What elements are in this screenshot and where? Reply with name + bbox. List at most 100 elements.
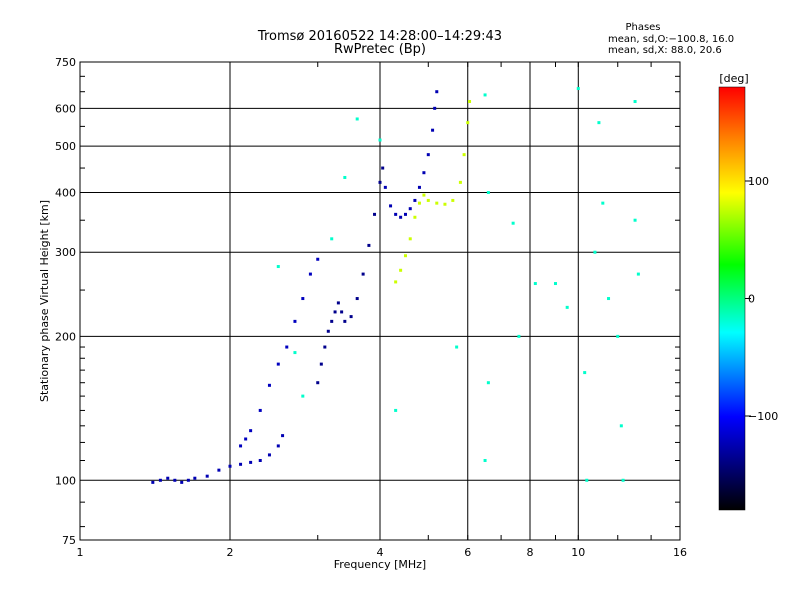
x-tick-label: 16 (673, 546, 687, 559)
data-point (180, 480, 184, 484)
data-point (413, 198, 417, 202)
data-point (378, 180, 382, 184)
data-point (607, 297, 611, 301)
data-point (483, 93, 487, 97)
y-tick-label: 75 (62, 534, 76, 547)
data-point (239, 444, 243, 448)
data-point (258, 458, 262, 462)
data-point (435, 201, 439, 205)
data-point (267, 453, 271, 457)
colorbar-ticks: 100 0 −100 (745, 175, 778, 423)
data-point (468, 100, 472, 104)
data-point (355, 117, 359, 121)
data-point (403, 212, 407, 216)
data-point (403, 254, 407, 258)
data-point (349, 315, 353, 319)
data-point (343, 175, 347, 179)
data-point (267, 383, 271, 387)
data-point (422, 193, 426, 197)
data-point (426, 153, 430, 157)
data-point (158, 478, 162, 482)
data-point (301, 394, 305, 398)
data-point (244, 437, 248, 441)
colorbar-tick-label: −100 (748, 410, 778, 423)
data-point (373, 212, 377, 216)
y-tick-label: 750 (55, 56, 76, 69)
phase-stats-x: mean, sd,X: 88.0, 20.6 (608, 45, 722, 56)
x-tick-label: 10 (571, 546, 585, 559)
chart-title: Tromsø 20160522 14:28:00–14:29:43 (257, 29, 502, 44)
data-point (483, 458, 487, 462)
data-point (336, 301, 340, 305)
x-tick-label: 8 (527, 546, 534, 559)
x-tick-label: 6 (464, 546, 471, 559)
data-point (355, 297, 359, 301)
x-tick-label: 4 (377, 546, 384, 559)
data-point (458, 180, 462, 184)
data-point (422, 171, 426, 175)
data-point (399, 215, 403, 219)
colorbar-label: [deg] (719, 72, 748, 85)
data-point (381, 166, 385, 170)
data-point (293, 319, 297, 323)
data-point (249, 460, 253, 464)
data-point (417, 185, 421, 189)
chart-subtitle: RwPretec (Bp) (334, 42, 426, 57)
data-point (239, 462, 243, 466)
x-axis-label: Frequency [MHz] (334, 558, 426, 571)
data-point (228, 464, 232, 468)
data-point (408, 207, 412, 211)
phase-stats-o: mean, sd,O:−100.8, 16.0 (608, 34, 734, 45)
data-point (340, 310, 344, 314)
data-point (333, 310, 337, 314)
data-point (435, 90, 439, 94)
x-ticks: 1 2 4 6 8 10 16 (77, 62, 687, 559)
x-tick-label: 1 (77, 546, 84, 559)
data-point (330, 319, 334, 323)
data-point (585, 478, 589, 482)
data-point (621, 478, 625, 482)
data-point (433, 106, 437, 110)
data-point (343, 319, 347, 323)
data-point (633, 100, 637, 104)
x-tick-label: 2 (227, 546, 234, 559)
data-point (455, 345, 459, 349)
data-point (316, 381, 320, 385)
data-point (462, 153, 466, 157)
y-ticks: 75 100 200 300 400 500 600 750 (55, 56, 680, 547)
data-point (186, 478, 190, 482)
data-point (431, 128, 435, 132)
data-point (319, 362, 323, 366)
data-point (361, 272, 365, 276)
data-point (417, 201, 421, 205)
data-point (616, 334, 620, 338)
data-point (486, 381, 490, 385)
colorbar (718, 86, 746, 511)
y-axis-label: Stationary phase Virtual Height [km] (38, 200, 51, 402)
data-point (285, 345, 289, 349)
data-point (293, 351, 297, 355)
data-point (394, 408, 398, 412)
data-point (330, 237, 334, 241)
data-point (258, 408, 262, 412)
data-point (249, 429, 253, 433)
data-point (408, 237, 412, 241)
data-point (593, 250, 597, 254)
data-point (451, 198, 455, 202)
data-point (565, 305, 569, 309)
data-point (517, 334, 521, 338)
y-tick-label: 600 (55, 102, 76, 115)
colorbar-tick-label: 0 (748, 293, 755, 306)
y-tick-label: 400 (55, 186, 76, 199)
data-point (399, 268, 403, 272)
data-point (173, 478, 177, 482)
data-point (533, 282, 537, 286)
data-point (301, 297, 305, 301)
data-point (597, 121, 601, 125)
data-point (217, 468, 221, 472)
data-point (601, 201, 605, 205)
y-tick-label: 100 (55, 474, 76, 487)
data-point (205, 474, 209, 478)
grid-lines (80, 62, 680, 540)
